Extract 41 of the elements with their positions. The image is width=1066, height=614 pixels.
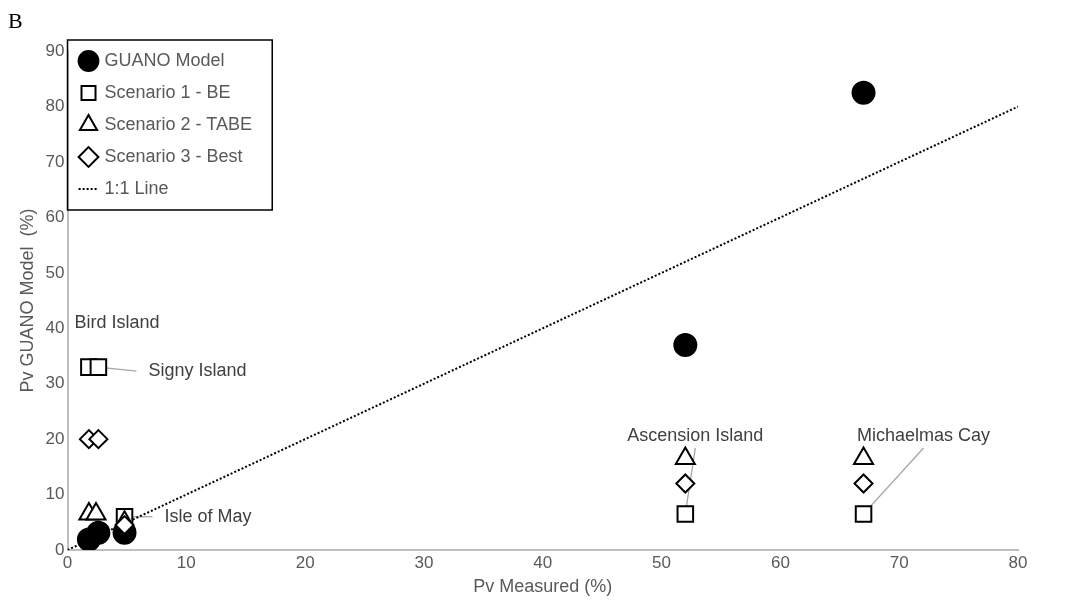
x-tick-label: 10 xyxy=(176,552,196,572)
annotation: Isle of May xyxy=(164,505,252,526)
point xyxy=(114,515,135,536)
x-tick-label: 20 xyxy=(295,552,315,572)
x-tick-label: 70 xyxy=(889,552,909,572)
point xyxy=(86,520,111,545)
point xyxy=(89,358,108,376)
point xyxy=(676,505,695,523)
point xyxy=(675,473,696,494)
x-tick-label: 80 xyxy=(1008,552,1028,572)
y-tick-label: 10 xyxy=(45,484,65,504)
point xyxy=(88,429,109,450)
annotation: Michaelmas Cay xyxy=(857,424,991,445)
y-tick-label: 20 xyxy=(45,428,65,448)
x-axis-title: Pv Measured (%) xyxy=(473,576,613,597)
x-tick-label: 40 xyxy=(533,552,553,572)
legend-label: GUANO Model xyxy=(104,49,225,70)
y-tick-label: 0 xyxy=(55,539,65,559)
x-tick-label: 50 xyxy=(652,552,672,572)
legend-label: Scenario 2 - TABE xyxy=(104,113,252,134)
y-tick-label: 40 xyxy=(45,318,65,337)
x-tick-label: 30 xyxy=(414,552,434,572)
legend-label: Scenario 1 - BE xyxy=(104,81,231,102)
y-tick-label: 50 xyxy=(45,262,65,282)
legend-label: 1:1 Line xyxy=(104,177,169,198)
point xyxy=(851,80,876,105)
y-axis-title: Pv GUANO Model (%) xyxy=(16,208,37,393)
y-tick-label: 90 xyxy=(45,40,65,60)
y-tick-label: 30 xyxy=(45,373,65,393)
point xyxy=(854,505,873,523)
y-tick-label: 60 xyxy=(45,207,65,227)
y-tick-label: 80 xyxy=(45,96,65,116)
x-tick-label: 60 xyxy=(770,552,790,572)
point xyxy=(853,473,874,494)
point xyxy=(673,332,698,357)
annotation: Ascension Island xyxy=(627,424,764,445)
annotation: Signy Island xyxy=(148,360,247,381)
annotation: Bird Island xyxy=(74,312,160,333)
legend-label: Scenario 3 - Best xyxy=(104,145,243,166)
y-tick-label: 70 xyxy=(45,151,65,171)
text: B xyxy=(8,8,24,35)
